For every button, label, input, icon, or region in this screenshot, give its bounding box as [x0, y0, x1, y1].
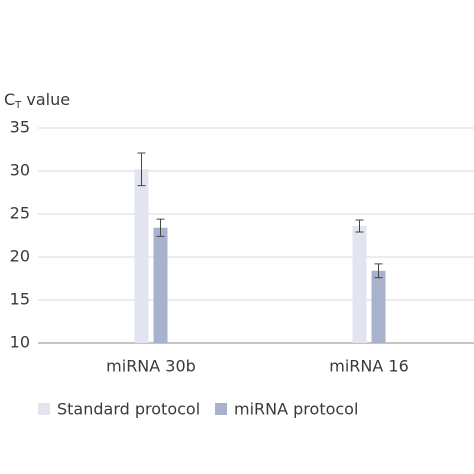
- error-bar: [374, 263, 383, 279]
- bar: [352, 226, 367, 343]
- error-bar: [137, 152, 146, 187]
- y-tick-label: 25: [10, 204, 30, 223]
- y-tick-label: 10: [10, 333, 30, 352]
- bar: [134, 169, 149, 343]
- legend-swatch: [38, 403, 50, 415]
- y-label-main: C: [4, 90, 15, 109]
- y-label-sub: T: [14, 100, 22, 111]
- y-tick-label: 15: [10, 290, 30, 309]
- legend-label: miRNA protocol: [234, 400, 358, 419]
- x-tick-label: miRNA 30b: [106, 357, 196, 376]
- bar: [153, 227, 168, 343]
- bar: [371, 270, 386, 343]
- y-tick-label: 30: [10, 161, 30, 180]
- error-bar: [156, 218, 165, 237]
- y-label-rest: value: [21, 90, 70, 109]
- legend-label: Standard protocol: [57, 400, 200, 419]
- y-tick-label: 35: [10, 118, 30, 137]
- y-tick-label: 20: [10, 247, 30, 266]
- error-bar: [355, 219, 364, 233]
- y-axis-label: CT value: [4, 90, 70, 112]
- legend-swatch: [215, 403, 227, 415]
- x-tick-label: miRNA 16: [329, 357, 409, 376]
